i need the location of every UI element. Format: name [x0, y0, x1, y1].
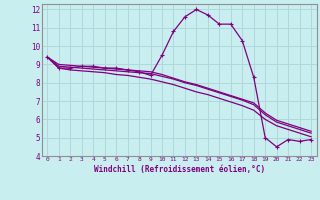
X-axis label: Windchill (Refroidissement éolien,°C): Windchill (Refroidissement éolien,°C): [94, 165, 265, 174]
